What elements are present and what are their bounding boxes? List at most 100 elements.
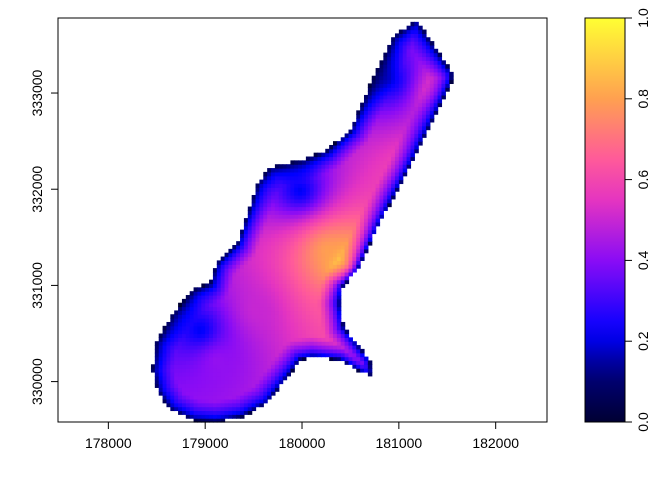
- raster-cell: [282, 295, 288, 300]
- raster-cell: [437, 83, 443, 88]
- raster-cell: [274, 164, 280, 169]
- raster-cell: [317, 271, 322, 277]
- raster-cell: [298, 202, 303, 208]
- raster-cell: [429, 114, 435, 119]
- raster-cell: [243, 310, 249, 315]
- raster-cell: [394, 37, 400, 42]
- raster-cell: [236, 337, 241, 342]
- raster-cell: [259, 202, 264, 208]
- raster-cell: [383, 60, 388, 65]
- raster-cell: [290, 198, 295, 204]
- raster-cell: [298, 356, 303, 362]
- raster-cell: [336, 298, 342, 304]
- y-tick-label: 330000: [29, 358, 45, 405]
- raster-cell: [348, 341, 353, 346]
- raster-cell: [278, 310, 284, 315]
- raster-cell: [247, 368, 253, 373]
- raster-cell: [375, 110, 381, 115]
- raster-cell: [298, 221, 303, 227]
- raster-cell: [267, 314, 272, 319]
- raster-cell: [274, 295, 280, 300]
- raster-cell: [406, 98, 412, 104]
- raster-cell: [445, 75, 450, 81]
- raster-cell: [232, 375, 237, 381]
- raster-cell: [298, 283, 303, 288]
- raster-cell: [360, 202, 365, 208]
- raster-cell: [240, 302, 245, 308]
- raster-cell: [263, 241, 268, 246]
- raster-cell: [383, 179, 388, 185]
- raster-cell: [425, 125, 431, 131]
- raster-cell: [251, 283, 257, 288]
- raster-cell: [336, 279, 342, 285]
- raster-cell: [220, 275, 226, 281]
- raster-cell: [363, 233, 369, 238]
- raster-cell: [367, 168, 373, 173]
- raster-cell: [251, 275, 257, 281]
- raster-cell: [309, 214, 315, 219]
- raster-cell: [178, 325, 183, 331]
- raster-cell: [406, 83, 412, 88]
- raster-cell: [185, 371, 191, 377]
- raster-cell: [433, 102, 439, 108]
- raster-cell: [418, 68, 423, 73]
- raster-cell: [309, 348, 315, 354]
- raster-cell: [181, 325, 187, 331]
- raster-cell: [340, 356, 346, 362]
- raster-cell: [178, 318, 183, 323]
- raster-cell: [340, 141, 346, 146]
- raster-cell: [220, 410, 226, 415]
- raster-cell: [360, 102, 365, 108]
- raster-cell: [205, 356, 210, 362]
- raster-cell: [441, 79, 446, 85]
- raster-cell: [232, 406, 237, 412]
- raster-cell: [371, 125, 377, 131]
- raster-cell: [259, 218, 264, 223]
- raster-cell: [236, 345, 241, 350]
- raster-cell: [414, 94, 419, 100]
- raster-cell: [263, 191, 268, 196]
- raster-cell: [193, 291, 199, 296]
- raster-cell: [174, 333, 179, 338]
- raster-cell: [181, 383, 187, 388]
- raster-cell: [352, 237, 357, 242]
- raster-cell: [220, 306, 226, 312]
- raster-cell: [170, 325, 175, 331]
- raster-cell: [298, 279, 303, 285]
- raster-cell: [305, 175, 311, 181]
- raster-cell: [305, 348, 311, 354]
- raster-cell: [294, 356, 299, 362]
- raster-cell: [379, 102, 384, 108]
- raster-cell: [402, 121, 408, 127]
- raster-cell: [387, 198, 392, 204]
- raster-cell: [402, 110, 408, 115]
- raster-cell: [294, 345, 299, 350]
- raster-cell: [236, 306, 241, 312]
- raster-cell: [302, 171, 307, 177]
- raster-cell: [344, 206, 350, 211]
- raster-cell: [422, 118, 427, 123]
- raster-cell: [251, 395, 257, 400]
- raster-cell: [305, 245, 311, 250]
- raster-cell: [255, 318, 261, 323]
- raster-cell: [185, 295, 191, 300]
- raster-cell: [394, 110, 400, 115]
- raster-cell: [414, 148, 419, 154]
- raster-cell: [228, 375, 233, 381]
- raster-cell: [290, 241, 295, 246]
- raster-cell: [321, 194, 326, 200]
- raster-cell: [166, 325, 171, 331]
- raster-cell: [243, 306, 249, 312]
- raster-cell: [220, 302, 226, 308]
- raster-cell: [422, 41, 427, 46]
- raster-cell: [236, 395, 241, 400]
- raster-cell: [294, 275, 299, 281]
- raster-cell: [243, 352, 249, 358]
- raster-cell: [240, 341, 245, 346]
- raster-cell: [162, 383, 168, 388]
- raster-cell: [259, 364, 264, 369]
- raster-cell: [201, 402, 206, 408]
- raster-cell: [352, 345, 357, 350]
- raster-cell: [255, 245, 261, 250]
- raster-cell: [402, 75, 408, 81]
